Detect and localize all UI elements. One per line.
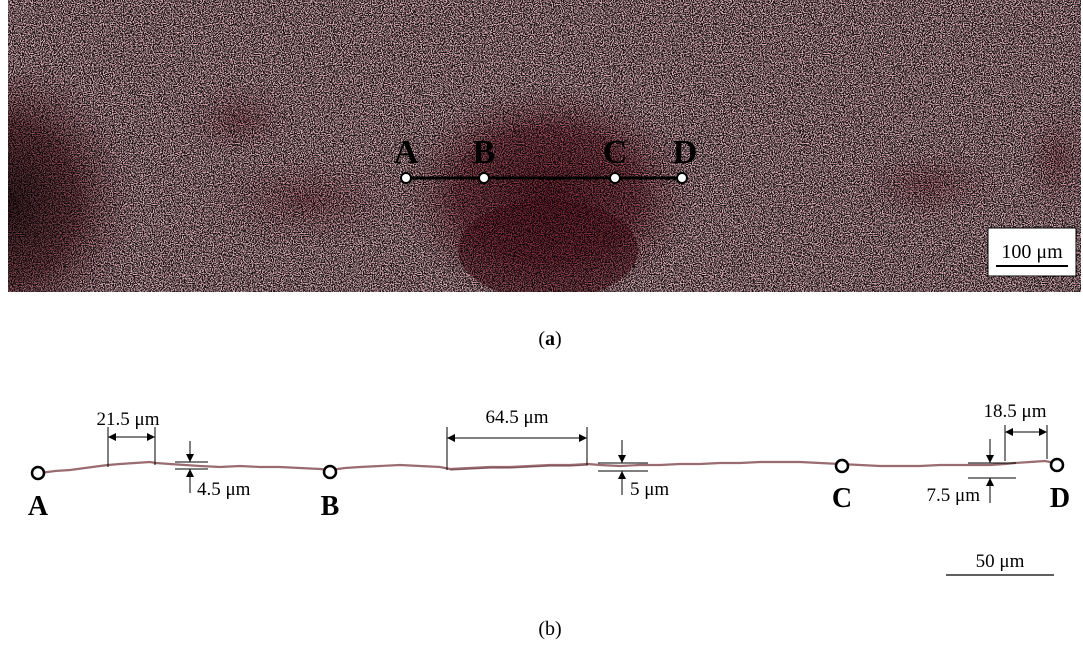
dimension-height-2 xyxy=(598,440,648,495)
point-c-marker xyxy=(609,172,621,184)
caption-a-letter: a xyxy=(545,328,555,350)
profile-point-c-label: C xyxy=(832,483,852,514)
caption-b-letter: b xyxy=(545,618,555,640)
dimension-width-1 xyxy=(107,427,156,467)
micrograph-panel: A B C D 100 μm xyxy=(8,0,1081,292)
profile-panel: A B C D 21.5 μm 4.5 μm 64.5 μm 5 μm xyxy=(28,401,1070,576)
profile-point-a-label: A xyxy=(28,491,49,522)
scale-bar-50: 50 μm xyxy=(946,551,1054,576)
dimension-height-1-label: 4.5 μm xyxy=(197,479,251,500)
profile-point-a-marker xyxy=(30,465,46,481)
point-d-label: D xyxy=(673,134,698,171)
dimension-height-3 xyxy=(968,439,1016,503)
profile-point-c-marker xyxy=(834,458,850,474)
point-a-label: A xyxy=(394,134,419,171)
dimension-height-2-label: 5 μm xyxy=(630,479,669,500)
profile-point-d-marker xyxy=(1049,457,1065,473)
dimension-width-2 xyxy=(446,427,588,470)
point-b-label: B xyxy=(473,134,496,171)
profile-point-d-label: D xyxy=(1050,483,1070,514)
point-a-marker xyxy=(400,172,412,184)
dimension-width-3 xyxy=(1004,425,1048,461)
caption-b: (b) xyxy=(538,618,562,640)
point-b-marker xyxy=(478,172,490,184)
profile-trace xyxy=(39,459,1056,475)
profile-point-b-marker xyxy=(322,464,338,480)
dimension-width-1-label: 21.5 μm xyxy=(97,409,160,430)
profile-point-b-label: B xyxy=(321,491,340,522)
scale-bar-50-label: 50 μm xyxy=(976,551,1025,572)
dimension-height-1 xyxy=(175,441,208,493)
dimension-width-3-label: 18.5 μm xyxy=(984,401,1047,422)
grain-texture xyxy=(8,0,1081,292)
scale-bar-100: 100 μm xyxy=(987,227,1077,277)
point-d-marker xyxy=(676,172,688,184)
dimension-height-3-label: 7.5 μm xyxy=(927,485,981,506)
dimension-width-2-label: 64.5 μm xyxy=(486,407,549,428)
caption-a: (a) xyxy=(538,328,562,350)
scale-bar-100-label: 100 μm xyxy=(1001,241,1063,263)
point-c-label: C xyxy=(603,134,628,171)
